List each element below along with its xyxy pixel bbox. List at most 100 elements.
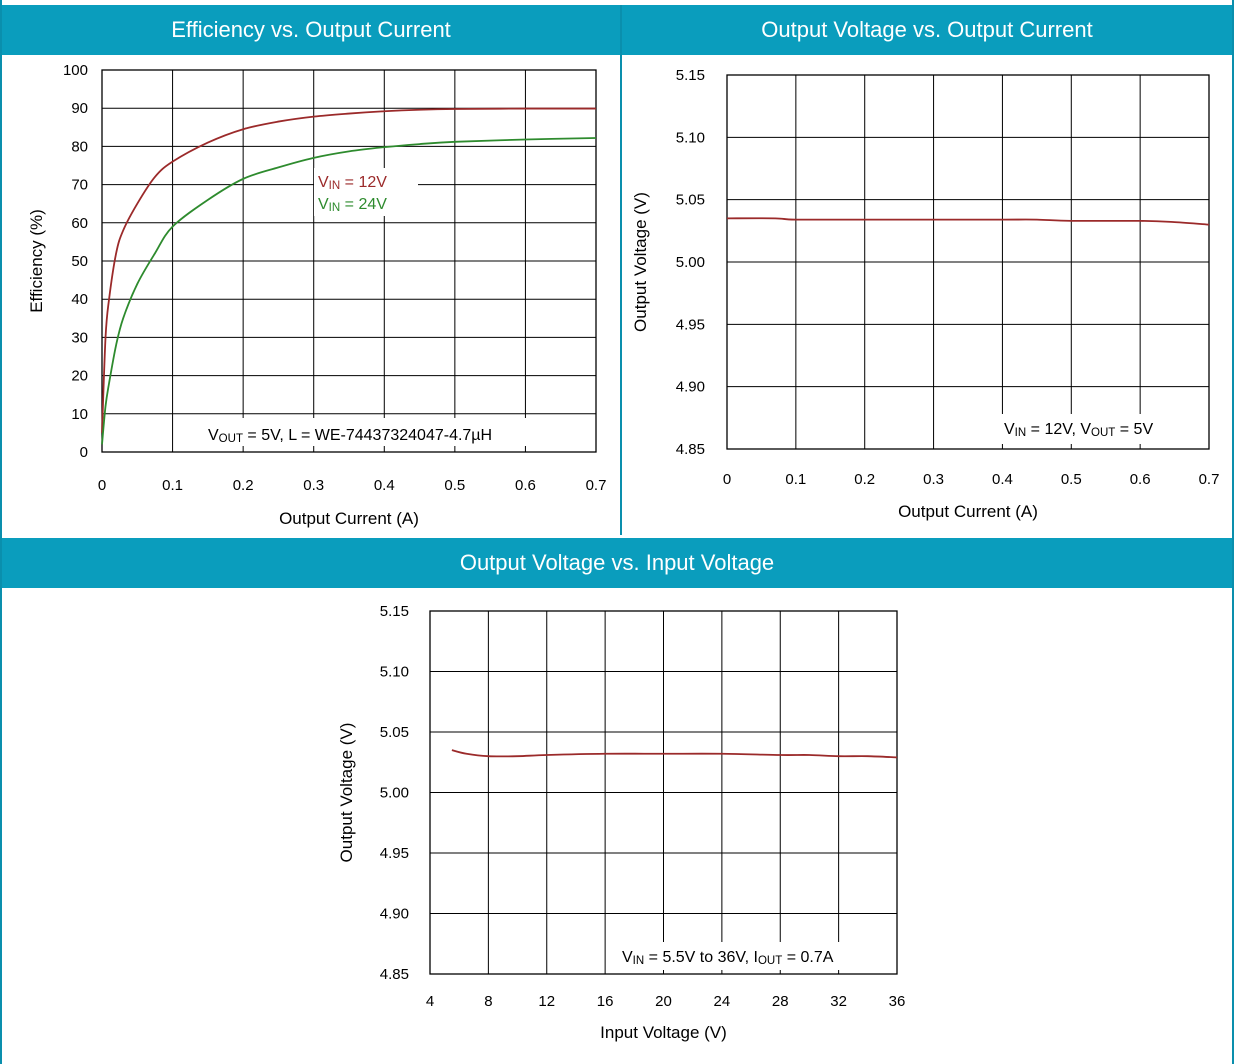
viout-annotation-main-0: V [1004,421,1015,438]
eff-annotation: VOUT = 5V, L = WE-74437324047-4.7µH [208,427,492,445]
x-axis-label-viout: Output Current (A) [898,502,1038,521]
x-tick-label-viout: 0.2 [854,471,875,488]
y-tick-label-vvin: 4.90 [380,906,409,923]
eff-legend-entry-1-rest-0: = 24V [340,196,387,213]
x-axis-label-eff: Output Current (A) [279,509,419,528]
viout-annotation: VIN = 12V, VOUT = 5V [1004,421,1153,439]
y-tick-label-viout: 4.90 [676,379,705,396]
x-tick-label-vvin: 12 [538,993,555,1010]
x-tick-label-vvin: 4 [426,993,434,1010]
y-tick-label-eff: 90 [71,100,88,117]
series-line-vout_vin [451,749,898,759]
x-tick-label-vvin: 20 [655,993,672,1010]
viout-annotation-sub-0: IN [1015,427,1027,439]
x-tick-label-viout: 0.7 [1199,471,1220,488]
x-tick-label-viout: 0.6 [1130,471,1151,488]
y-tick-label-viout: 5.05 [676,192,705,209]
x-tick-label-eff: 0.5 [444,477,465,494]
chart-viout: 0 0.1 0.2 0.3 0.4 0.5 0.6 0.7 4.85 4.90 4.95 5.00 5.… [631,67,1219,521]
y-tick-label-viout: 5.15 [676,67,705,84]
chart-vvin: 4 8 12 16 20 24 28 32 36 4.85 4.90 4.95 5.00 5.05 5.10… [337,603,905,1042]
y-tick-label-vvin: 4.85 [380,966,409,983]
y-tick-label-vvin: 5.00 [380,785,409,802]
y-tick-label-vvin: 4.95 [380,845,409,862]
eff-annotation-main-0: V [208,427,219,444]
y-tick-label-eff: 40 [71,291,88,308]
x-tick-label-eff: 0.7 [586,477,607,494]
y-axis-label-vvin: Output Voltage (V) [337,723,356,863]
eff-legend-entry-0-main-0: V [318,174,329,191]
x-tick-label-eff: 0.6 [515,477,536,494]
viout-annotation-rest-1: = 5V [1115,421,1153,438]
y-tick-label-eff: 50 [71,253,88,270]
x-tick-label-eff: 0 [98,477,106,494]
y-axis-label-eff: Efficiency (%) [27,209,46,313]
series-line-vout_iout [726,217,1210,226]
x-tick-label-viout: 0.3 [923,471,944,488]
x-tick-label-vvin: 16 [597,993,614,1010]
y-tick-label-eff: 0 [80,444,88,461]
y-tick-label-eff: 30 [71,329,88,346]
x-axis-label-vvin: Input Voltage (V) [600,1023,727,1042]
x-tick-label-viout: 0.5 [1061,471,1082,488]
x-tick-label-eff: 0.2 [233,477,254,494]
x-tick-label-eff: 0.3 [303,477,324,494]
x-tick-label-vvin: 8 [484,993,492,1010]
x-tick-label-viout: 0.4 [992,471,1013,488]
eff-legend-entry-1-sub-0: IN [329,202,341,214]
series-line-vin12 [101,107,597,433]
panel-title-vout-iout: Output Voltage vs. Output Current [761,17,1093,42]
x-tick-label-viout: 0 [723,471,731,488]
vvin-annotation-main-1: I [753,949,757,966]
panel-title-vout-vin: Output Voltage vs. Input Voltage [459,550,775,575]
y-axis-label-viout: Output Voltage (V) [631,192,650,332]
x-tick-label-vvin: 24 [714,993,731,1010]
eff-legend-bg [314,168,418,216]
y-tick-label-viout: 4.85 [676,441,705,458]
panel-header-efficiency: Efficiency vs. Output Current [2,5,620,55]
panel-header-vout-iout: Output Voltage vs. Output Current [622,5,1232,55]
chart-eff: 0 0.1 0.2 0.3 0.4 0.5 0.6 0.7 0 10 20 30 40 50 60 70 80 9… [27,62,606,528]
viout-annotation-main-1: V [1080,421,1091,438]
x-tick-label-eff: 0.4 [374,477,395,494]
panel-title-efficiency: Efficiency vs. Output Current [171,17,451,42]
y-tick-label-viout: 5.10 [676,129,705,146]
y-tick-label-eff: 10 [71,406,88,423]
viout-annotation-sub-1: OUT [1091,427,1115,439]
y-tick-label-eff: 60 [71,215,88,232]
vvin-annotation-rest-0: = 5.5V to 36V, [644,949,753,966]
eff-annotation-bg [203,418,591,446]
vvin-annotation-rest-1: = 0.7A [782,949,833,966]
y-tick-label-viout: 4.95 [676,316,705,333]
y-tick-label-viout: 5.00 [676,254,705,271]
viout-annotation-bg [1000,414,1205,444]
x-tick-label-vvin: 28 [772,993,789,1010]
vvin-annotation: VIN = 5.5V to 36V, IOUT = 0.7A [622,949,834,967]
y-tick-label-eff: 80 [71,138,88,155]
y-tick-label-eff: 100 [63,62,88,79]
panel-header-vout-vin: Output Voltage vs. Input Voltage [2,538,1232,588]
eff-annotation-rest-0: = 5V, L = WE-74437324047-4.7µH [243,427,492,444]
viout-annotation-rest-0: = 12V, [1026,421,1080,438]
panel-divider [620,5,622,535]
eff-legend-entry-1: VIN = 24V [318,196,387,214]
eff-legend-entry-0-rest-0: = 12V [340,174,387,191]
y-tick-label-eff: 20 [71,368,88,385]
x-tick-label-eff: 0.1 [162,477,183,494]
y-tick-label-vvin: 5.05 [380,724,409,741]
eff-legend-entry-0-sub-0: IN [329,180,341,192]
eff-legend-entry-1-main-0: V [318,196,329,213]
y-tick-label-vvin: 5.15 [380,603,409,620]
series-line-vin24 [101,137,597,445]
vvin-annotation-bg [619,942,892,970]
x-tick-label-vvin: 32 [830,993,847,1010]
x-tick-label-viout: 0.1 [785,471,806,488]
x-tick-label-vvin: 36 [889,993,906,1010]
eff-annotation-sub-0: OUT [219,433,243,445]
vvin-annotation-main-0: V [622,949,633,966]
y-tick-label-vvin: 5.10 [380,664,409,681]
eff-legend-entry-0: VIN = 12V [318,174,387,192]
y-tick-label-eff: 70 [71,177,88,194]
